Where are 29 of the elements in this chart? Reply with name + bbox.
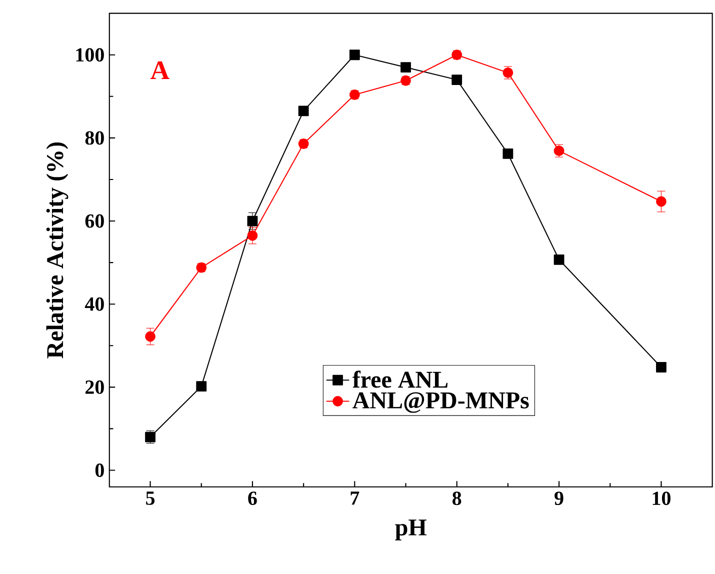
point	[247, 230, 258, 241]
x-tick-label: 9	[554, 492, 564, 506]
y-tick-label: 20	[86, 380, 104, 394]
x-tick-label: 5	[146, 492, 155, 506]
x-tick-label: 8	[452, 492, 462, 506]
legend-label: ANL@PD-MNPs	[352, 392, 529, 414]
y-tick-label: 80	[85, 131, 104, 145]
annotation: A	[150, 62, 170, 80]
x-tick-label: 6	[248, 492, 257, 506]
x-tick-label: 7	[350, 492, 360, 505]
y-tick-label: 40	[84, 298, 104, 312]
y-axis-title: Relative Activity (%)	[46, 142, 68, 359]
x-axis-title: pH	[395, 520, 426, 541]
point	[554, 254, 564, 266]
point	[656, 196, 666, 207]
point	[656, 362, 666, 373]
x-tick-label: 10	[652, 492, 670, 506]
point	[452, 74, 462, 86]
point	[247, 216, 258, 226]
point	[349, 50, 360, 60]
y-tick-label: 60	[85, 214, 104, 228]
point	[502, 148, 514, 160]
point	[196, 381, 207, 392]
y-tick-label: 0	[95, 464, 104, 478]
point	[145, 332, 156, 342]
point	[298, 106, 309, 116]
point	[400, 62, 411, 73]
legend-label: free ANL	[352, 370, 448, 388]
y-tick-label: 100	[76, 48, 104, 62]
